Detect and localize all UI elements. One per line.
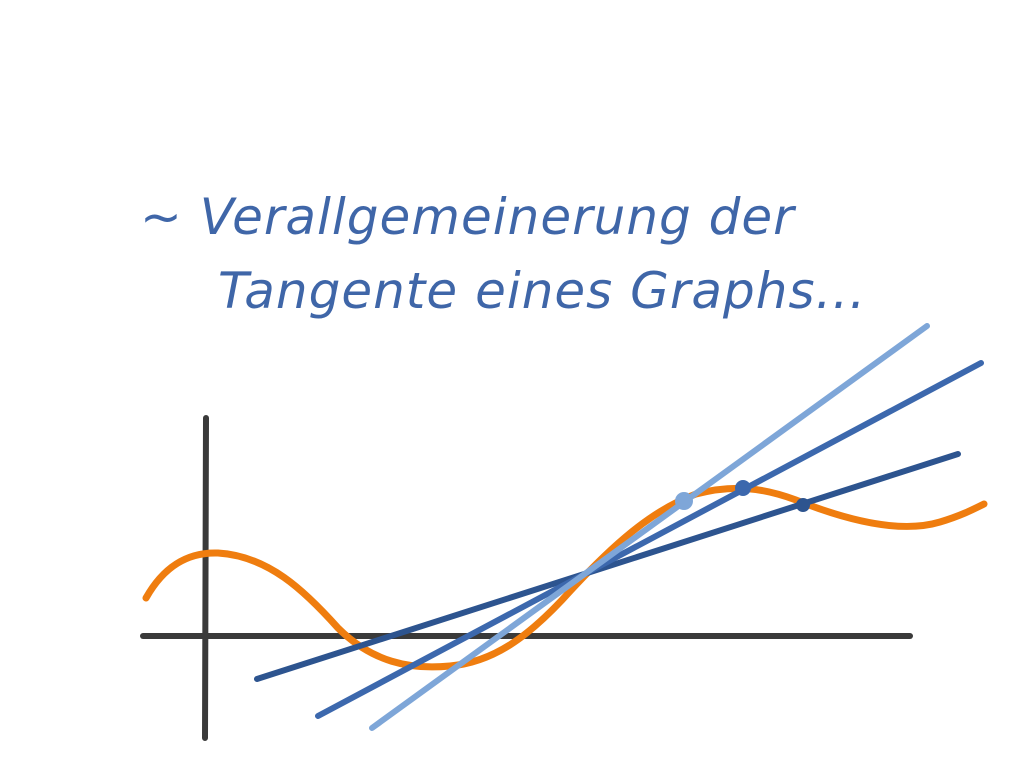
- note-line-2: Tangente eines Graphs...: [218, 262, 867, 320]
- function-curve: [142, 484, 988, 671]
- secant-lines: [254, 323, 984, 731]
- curve-points: [675, 480, 810, 512]
- point-dark: [796, 498, 810, 512]
- y-axis: [202, 415, 209, 741]
- point-mid: [735, 480, 751, 496]
- point-light: [675, 492, 693, 510]
- secant-line-far: [254, 451, 961, 682]
- secant-line-near: [369, 323, 930, 731]
- note-line-1: ~ Verallgemeinerung der: [140, 188, 795, 246]
- secant-line-middle: [315, 360, 984, 719]
- coordinate-axes: [140, 415, 913, 741]
